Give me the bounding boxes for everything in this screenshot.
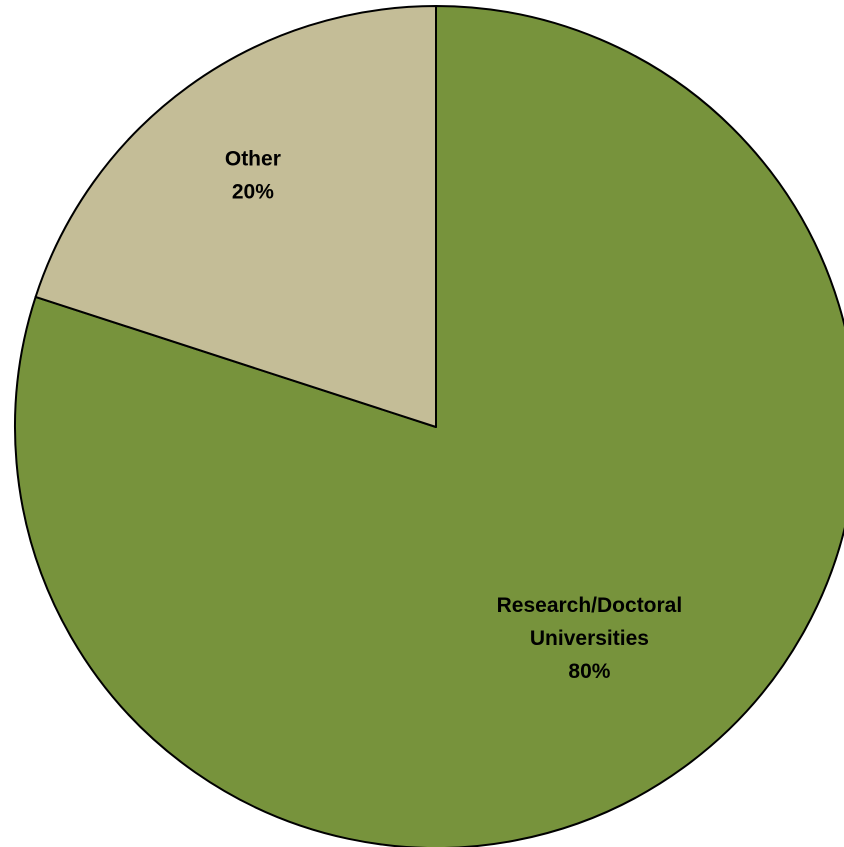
pie-labels: Research/Doctoral Universities 80% Other 20% (225, 147, 682, 683)
pie-slice-label-0: Research/Doctoral Universities 80% (497, 594, 683, 683)
pie-slice-name-line: Research/Doctoral (497, 594, 683, 617)
pie-slice-name-line: Universities (530, 627, 649, 650)
pie-slice-label-1: Other 20% (225, 147, 281, 203)
pie-slice-0 (14, 5, 844, 847)
pie-slices (14, 5, 844, 847)
pie-slice-1 (34, 5, 437, 428)
pie-slice-percent: 20% (232, 180, 274, 203)
pie-slice-percent: 80% (568, 660, 610, 683)
pie-slice-name-line: Other (225, 147, 281, 170)
